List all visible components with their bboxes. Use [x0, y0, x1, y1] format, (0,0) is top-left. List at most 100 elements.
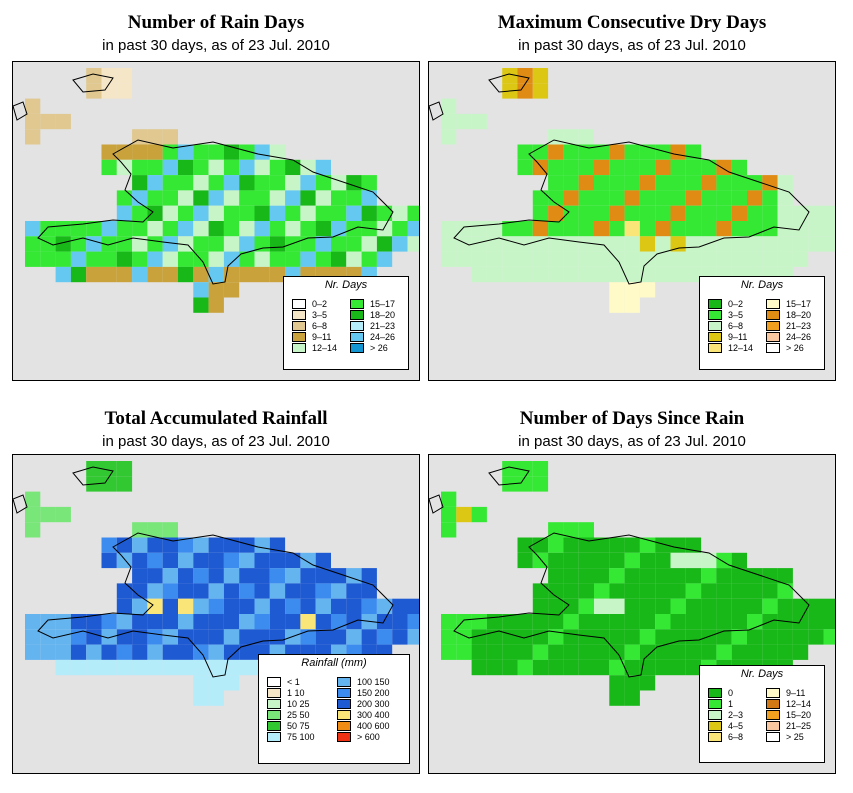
grid-cell — [285, 552, 301, 569]
grid-cell — [471, 614, 487, 630]
grid-cell — [578, 583, 594, 599]
grid-cell — [609, 583, 625, 599]
legend-label: 4–5 — [728, 721, 744, 731]
grid-cell — [563, 644, 579, 660]
grid-cell — [594, 598, 610, 614]
grid-cell — [300, 568, 316, 584]
grid-cell — [25, 491, 41, 507]
legend-label: 0–2 — [312, 299, 328, 309]
grid-cell — [502, 68, 518, 84]
grid-cell — [548, 251, 564, 267]
grid-cell — [132, 205, 148, 221]
grid-cell — [441, 251, 457, 267]
grid-cell — [147, 251, 163, 267]
grid-cell — [655, 144, 671, 160]
grid-cell — [532, 144, 549, 160]
grid-cell — [777, 598, 793, 614]
legend-label: 75 100 — [287, 732, 315, 742]
legend-swatch — [337, 688, 351, 698]
grid-cell — [254, 266, 270, 283]
grid-cell — [376, 221, 393, 237]
grid-cell — [132, 236, 148, 252]
grid-cell — [532, 205, 549, 221]
grid-cell — [55, 236, 71, 252]
panel-title: Number of Days Since Rain — [519, 408, 745, 429]
grid-cell — [285, 159, 301, 176]
grid-cell — [624, 568, 640, 584]
grid-cell — [300, 583, 316, 599]
grid-cell — [55, 506, 71, 523]
grid-cell — [147, 221, 163, 237]
grid-cell — [254, 251, 270, 267]
grid-cell — [223, 175, 240, 191]
grid-cell — [300, 251, 316, 267]
grid-cell — [162, 129, 178, 145]
grid-cell — [300, 221, 316, 237]
grid-cell — [548, 659, 564, 676]
grid-cell — [223, 598, 240, 614]
grid-cell — [285, 251, 301, 267]
grid-cell — [548, 614, 564, 630]
grid-cell — [193, 282, 209, 298]
grid-cell — [502, 644, 518, 660]
grid-cell — [193, 236, 209, 252]
grid-cell — [532, 598, 549, 614]
grid-cell — [517, 144, 533, 160]
grid-cell — [346, 190, 362, 206]
grid-cell — [578, 522, 594, 538]
legend-swatch — [708, 732, 722, 742]
grid-cell — [392, 205, 408, 221]
grid-cell — [502, 266, 518, 283]
grid-cell — [361, 205, 377, 221]
grid-cell — [517, 83, 533, 99]
grid-cell — [609, 297, 625, 313]
grid-cell — [55, 629, 71, 645]
grid-cell — [624, 629, 640, 645]
grid-cell — [223, 266, 240, 283]
grid-cell — [239, 205, 255, 221]
grid-cell — [25, 629, 41, 645]
grid-cell — [792, 614, 809, 630]
grid-cell — [777, 629, 793, 645]
grid-cell — [208, 221, 224, 237]
legend-label: 15–17 — [786, 299, 812, 309]
grid-cell — [178, 190, 194, 206]
grid-cell — [716, 568, 732, 584]
grid-cell — [193, 629, 209, 645]
grid-cell — [178, 629, 194, 645]
grid-cell — [331, 190, 347, 206]
grid-cell — [239, 190, 255, 206]
grid-cell — [609, 552, 625, 569]
grid-cell — [578, 629, 594, 645]
legend-swatch — [766, 688, 780, 698]
grid-cell — [346, 583, 362, 599]
map-legend: Nr. Days 0–2 3–5 6–8 9–11 12–14 15–17 18–20 21–… — [699, 276, 825, 370]
grid-cell — [147, 266, 163, 283]
grid-cell — [441, 614, 457, 630]
grid-cell — [639, 175, 656, 191]
grid-cell — [609, 659, 625, 676]
grid-cell — [116, 461, 133, 477]
panel-title: Number of Rain Days — [127, 12, 305, 33]
grid-cell — [208, 144, 224, 160]
legend-swatch — [292, 310, 306, 320]
grid-cell — [441, 98, 457, 114]
grid-cell — [101, 537, 117, 553]
grid-cell — [716, 629, 732, 645]
legend-swatch — [708, 310, 722, 320]
legend-swatch — [766, 710, 780, 720]
grid-cell — [269, 251, 286, 267]
legend-label: 300 400 — [357, 710, 390, 720]
grid-cell — [731, 221, 747, 237]
grid-cell — [25, 236, 41, 252]
legend-swatch — [708, 699, 722, 709]
grid-cell — [25, 644, 41, 660]
grid-cell — [685, 236, 702, 252]
grid-cell — [376, 598, 393, 614]
grid-cell — [701, 598, 717, 614]
grid-cell — [300, 190, 316, 206]
grid-cell — [132, 266, 148, 283]
grid-cell — [594, 159, 610, 176]
grid-cell — [407, 629, 419, 645]
grid-cell — [223, 614, 240, 630]
